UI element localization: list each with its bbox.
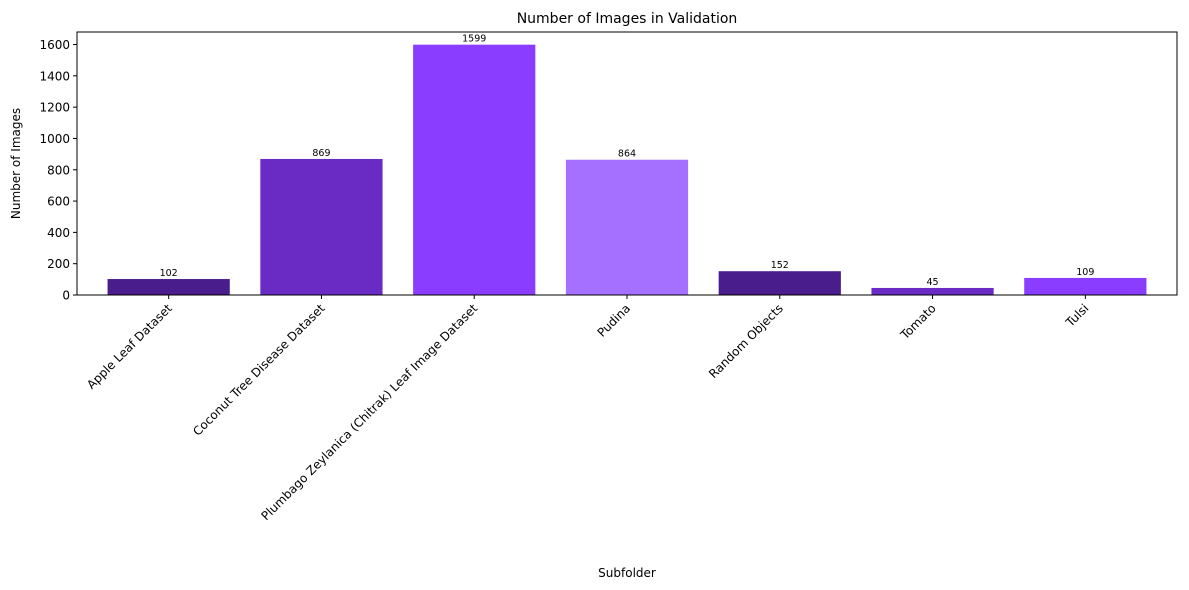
y-tick-label-8: 1600 [39, 38, 70, 52]
y-tick-label-6: 1200 [39, 101, 70, 115]
bar-3 [565, 159, 689, 295]
bar-0 [107, 279, 230, 295]
data-labels-layer: 102 869 1599 864 152 45 109 [160, 34, 1095, 288]
y-tick-label-0: 0 [62, 289, 70, 303]
x-tick-label-4: Random Objects [706, 301, 786, 381]
x-tick-label-3: Pudina [595, 301, 634, 340]
x-ticks-layer: Apple Leaf Dataset Coconut Tree Disease D… [84, 295, 1091, 523]
y-tick-label-3: 600 [47, 195, 70, 209]
x-tick-label-6: Tulsi [1062, 301, 1091, 330]
bar-6 [1024, 277, 1147, 295]
bar-4 [718, 271, 841, 295]
y-axis-label: Number of Images [9, 108, 23, 219]
plot-frame [76, 31, 1178, 296]
bar-1 [260, 158, 383, 295]
x-tick-label-1: Coconut Tree Disease Dataset [190, 301, 328, 439]
y-tick-label-4: 800 [47, 163, 70, 177]
data-label-2: 1599 [462, 34, 486, 45]
x-axis-label: Subfolder [598, 566, 656, 580]
y-tick-label-1: 200 [47, 257, 70, 271]
y-ticks-layer: 0 200 400 600 800 1000 1200 1400 1600 [39, 38, 77, 303]
data-label-4: 152 [771, 260, 789, 271]
bar-5 [871, 287, 994, 295]
y-tick-label-2: 400 [47, 226, 70, 240]
data-label-1: 869 [312, 148, 330, 159]
bars-layer [107, 44, 1147, 295]
data-label-6: 109 [1076, 267, 1094, 278]
data-label-0: 102 [160, 268, 178, 279]
data-label-3: 864 [618, 149, 636, 160]
x-tick-label-0: Apple Leaf Dataset [84, 301, 175, 392]
chart-title: Number of Images in Validation [517, 11, 738, 27]
y-tick-label-7: 1400 [39, 69, 70, 83]
bar-2 [413, 44, 536, 295]
y-tick-label-5: 1000 [39, 132, 70, 146]
x-tick-label-5: Tomato [897, 301, 939, 343]
data-label-5: 45 [927, 277, 939, 288]
